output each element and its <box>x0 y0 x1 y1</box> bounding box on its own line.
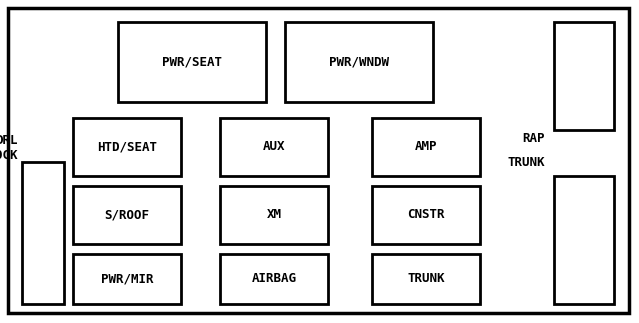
Bar <box>554 176 614 304</box>
Bar <box>73 254 181 304</box>
Text: XM: XM <box>266 209 282 222</box>
Bar <box>372 186 480 244</box>
Bar <box>118 22 266 102</box>
Text: DRL
/LOCK: DRL /LOCK <box>0 134 18 162</box>
Text: PWR/MIR: PWR/MIR <box>101 273 153 286</box>
Text: CNSTR: CNSTR <box>407 209 445 222</box>
Bar <box>220 118 328 176</box>
Bar <box>554 22 614 130</box>
Text: AUX: AUX <box>263 141 285 153</box>
Text: AMP: AMP <box>415 141 437 153</box>
Text: S/ROOF: S/ROOF <box>105 209 150 222</box>
Text: RAP: RAP <box>523 131 545 144</box>
Bar <box>372 254 480 304</box>
Text: HTD/SEAT: HTD/SEAT <box>97 141 157 153</box>
Bar <box>285 22 433 102</box>
Bar <box>73 118 181 176</box>
Text: PWR/WNDW: PWR/WNDW <box>329 56 389 68</box>
Text: TRUNK: TRUNK <box>507 157 545 170</box>
Bar <box>220 254 328 304</box>
Text: AIRBAG: AIRBAG <box>252 273 296 286</box>
Bar <box>22 162 64 304</box>
Text: TRUNK: TRUNK <box>407 273 445 286</box>
Text: PWR/SEAT: PWR/SEAT <box>162 56 222 68</box>
Bar <box>220 186 328 244</box>
Bar <box>73 186 181 244</box>
Bar <box>372 118 480 176</box>
